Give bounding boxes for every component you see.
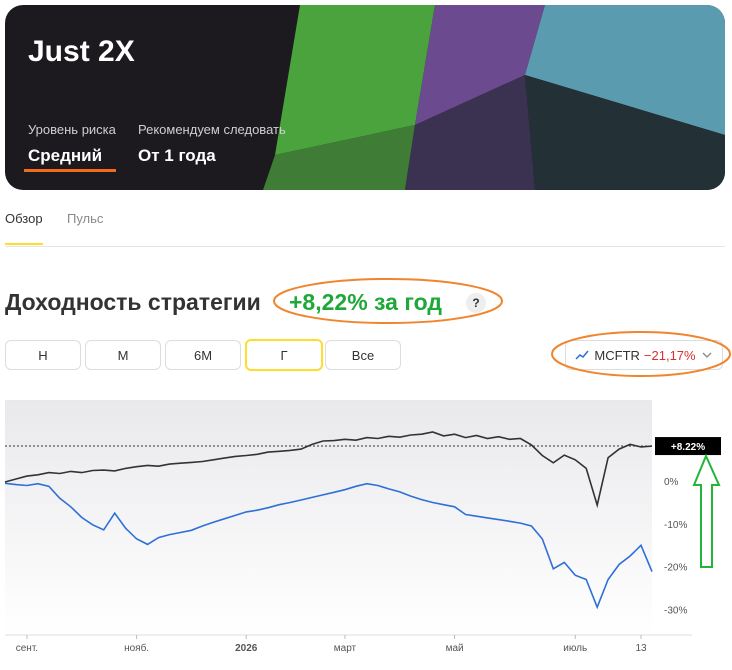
- annotation-arrow: [692, 453, 721, 568]
- divider: [5, 246, 725, 247]
- underline: [24, 169, 116, 172]
- annotation-ellipse: [273, 278, 503, 324]
- y-tick-label: -10%: [664, 520, 687, 531]
- y-tick-label: -20%: [664, 563, 687, 574]
- chevron: [702, 352, 712, 358]
- legend-icon: [575, 350, 589, 360]
- follow-value: От 1 года: [138, 146, 216, 165]
- period-button[interactable]: Г: [245, 339, 323, 371]
- risk-label: Уровень риска: [28, 122, 116, 137]
- legend-label: MCFTR: [594, 347, 640, 363]
- line: [4, 431, 653, 509]
- period-button[interactable]: Н: [5, 340, 81, 370]
- follow-label: Рекомендуем следовать: [138, 122, 286, 137]
- benchmark-button[interactable]: MCFTR −21,17%: [565, 340, 723, 370]
- x-tick-label: июль: [563, 643, 587, 654]
- x-tick-label: 13: [635, 643, 647, 654]
- header-card: Just 2X Уровень риска Средний Рекомендуе…: [5, 5, 725, 190]
- plot-background: [5, 400, 652, 635]
- value-label: +8.22%: [671, 442, 705, 453]
- y-tick-label: 0%: [664, 477, 679, 488]
- tab[interactable]: Пульс: [67, 211, 104, 226]
- header-art: [263, 5, 725, 190]
- y-tick-label: -30%: [664, 605, 687, 616]
- tab-underline: [5, 243, 43, 245]
- risk-value: Средний: [28, 146, 103, 165]
- x-tick-label: сент.: [16, 643, 38, 654]
- help[interactable]: ?: [466, 293, 486, 313]
- tab[interactable]: Обзор: [5, 211, 43, 226]
- period-button[interactable]: Все: [325, 340, 401, 370]
- annotation-ellipse: [551, 331, 731, 377]
- period-button[interactable]: 6М: [165, 340, 241, 370]
- value-badge: [655, 437, 721, 456]
- line: [4, 482, 653, 610]
- x-tick-label: май: [446, 643, 464, 654]
- x-tick-label: 2026: [235, 643, 258, 654]
- title: Just 2X: [28, 35, 135, 68]
- headline: Доходность стратегии: [5, 289, 261, 315]
- x-tick-label: нояб.: [124, 642, 149, 654]
- headline-change: +8,22% за год: [289, 289, 442, 315]
- legend-change: −21,17%: [643, 347, 696, 363]
- period-button[interactable]: М: [85, 340, 161, 370]
- x-tick-label: март: [334, 643, 357, 654]
